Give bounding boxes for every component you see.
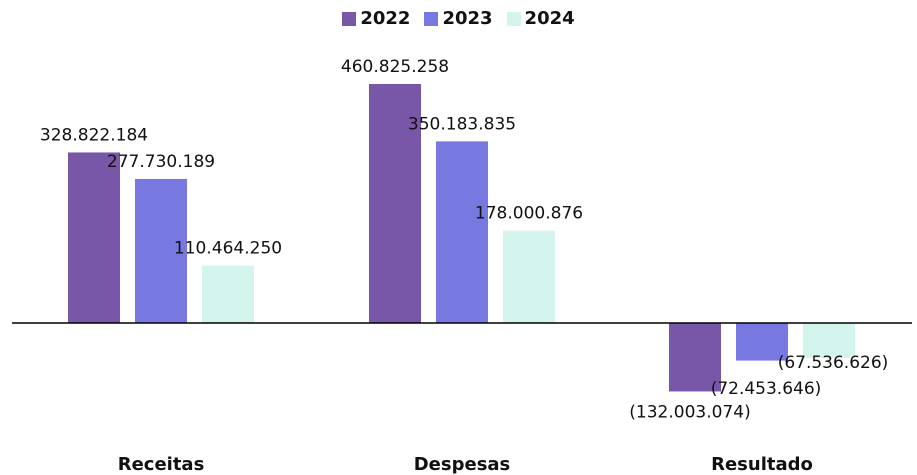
bar-resultado-2023 xyxy=(736,323,788,361)
bar-despesas-2022 xyxy=(369,84,421,323)
bar-receitas-2023 xyxy=(135,178,187,323)
bar-receitas-2024 xyxy=(202,265,254,323)
data-label-despesas-2022: 460.825.258 xyxy=(341,57,449,77)
legend-label-2022: 2022 xyxy=(360,8,411,29)
bar-despesas-2024 xyxy=(503,230,555,323)
data-label-receitas-2024: 110.464.250 xyxy=(174,239,282,259)
data-label-resultado-2023: (72.453.646) xyxy=(711,379,822,399)
category-label-receitas: Receitas xyxy=(118,454,205,475)
legend-label-2023: 2023 xyxy=(442,8,493,29)
legend-swatch-2022 xyxy=(342,11,357,26)
legend-item-2024: 2024 xyxy=(506,8,575,29)
category-label-resultado: Resultado xyxy=(711,454,813,475)
bar-receitas-2022 xyxy=(68,152,120,323)
bar-resultado-2024 xyxy=(803,323,855,359)
legend-label-2024: 2024 xyxy=(524,8,575,29)
data-label-despesas-2023: 350.183.835 xyxy=(408,114,516,134)
chart-legend: 2022 2023 2024 xyxy=(0,8,917,29)
category-label-despesas: Despesas xyxy=(414,454,511,475)
legend-swatch-2023 xyxy=(424,11,439,26)
bar-despesas-2023 xyxy=(436,141,488,323)
data-label-resultado-2024: (67.536.626) xyxy=(778,353,889,373)
legend-item-2022: 2022 xyxy=(342,8,410,29)
data-label-despesas-2024: 178.000.876 xyxy=(475,204,583,224)
data-label-resultado-2022: (132.003.074) xyxy=(629,402,750,422)
data-label-receitas-2022: 328.822.184 xyxy=(40,125,148,145)
bar-resultado-2022 xyxy=(669,323,721,392)
legend-item-2023: 2023 xyxy=(424,8,493,29)
legend-swatch-2024 xyxy=(506,11,521,26)
data-label-receitas-2023: 277.730.189 xyxy=(107,152,215,172)
